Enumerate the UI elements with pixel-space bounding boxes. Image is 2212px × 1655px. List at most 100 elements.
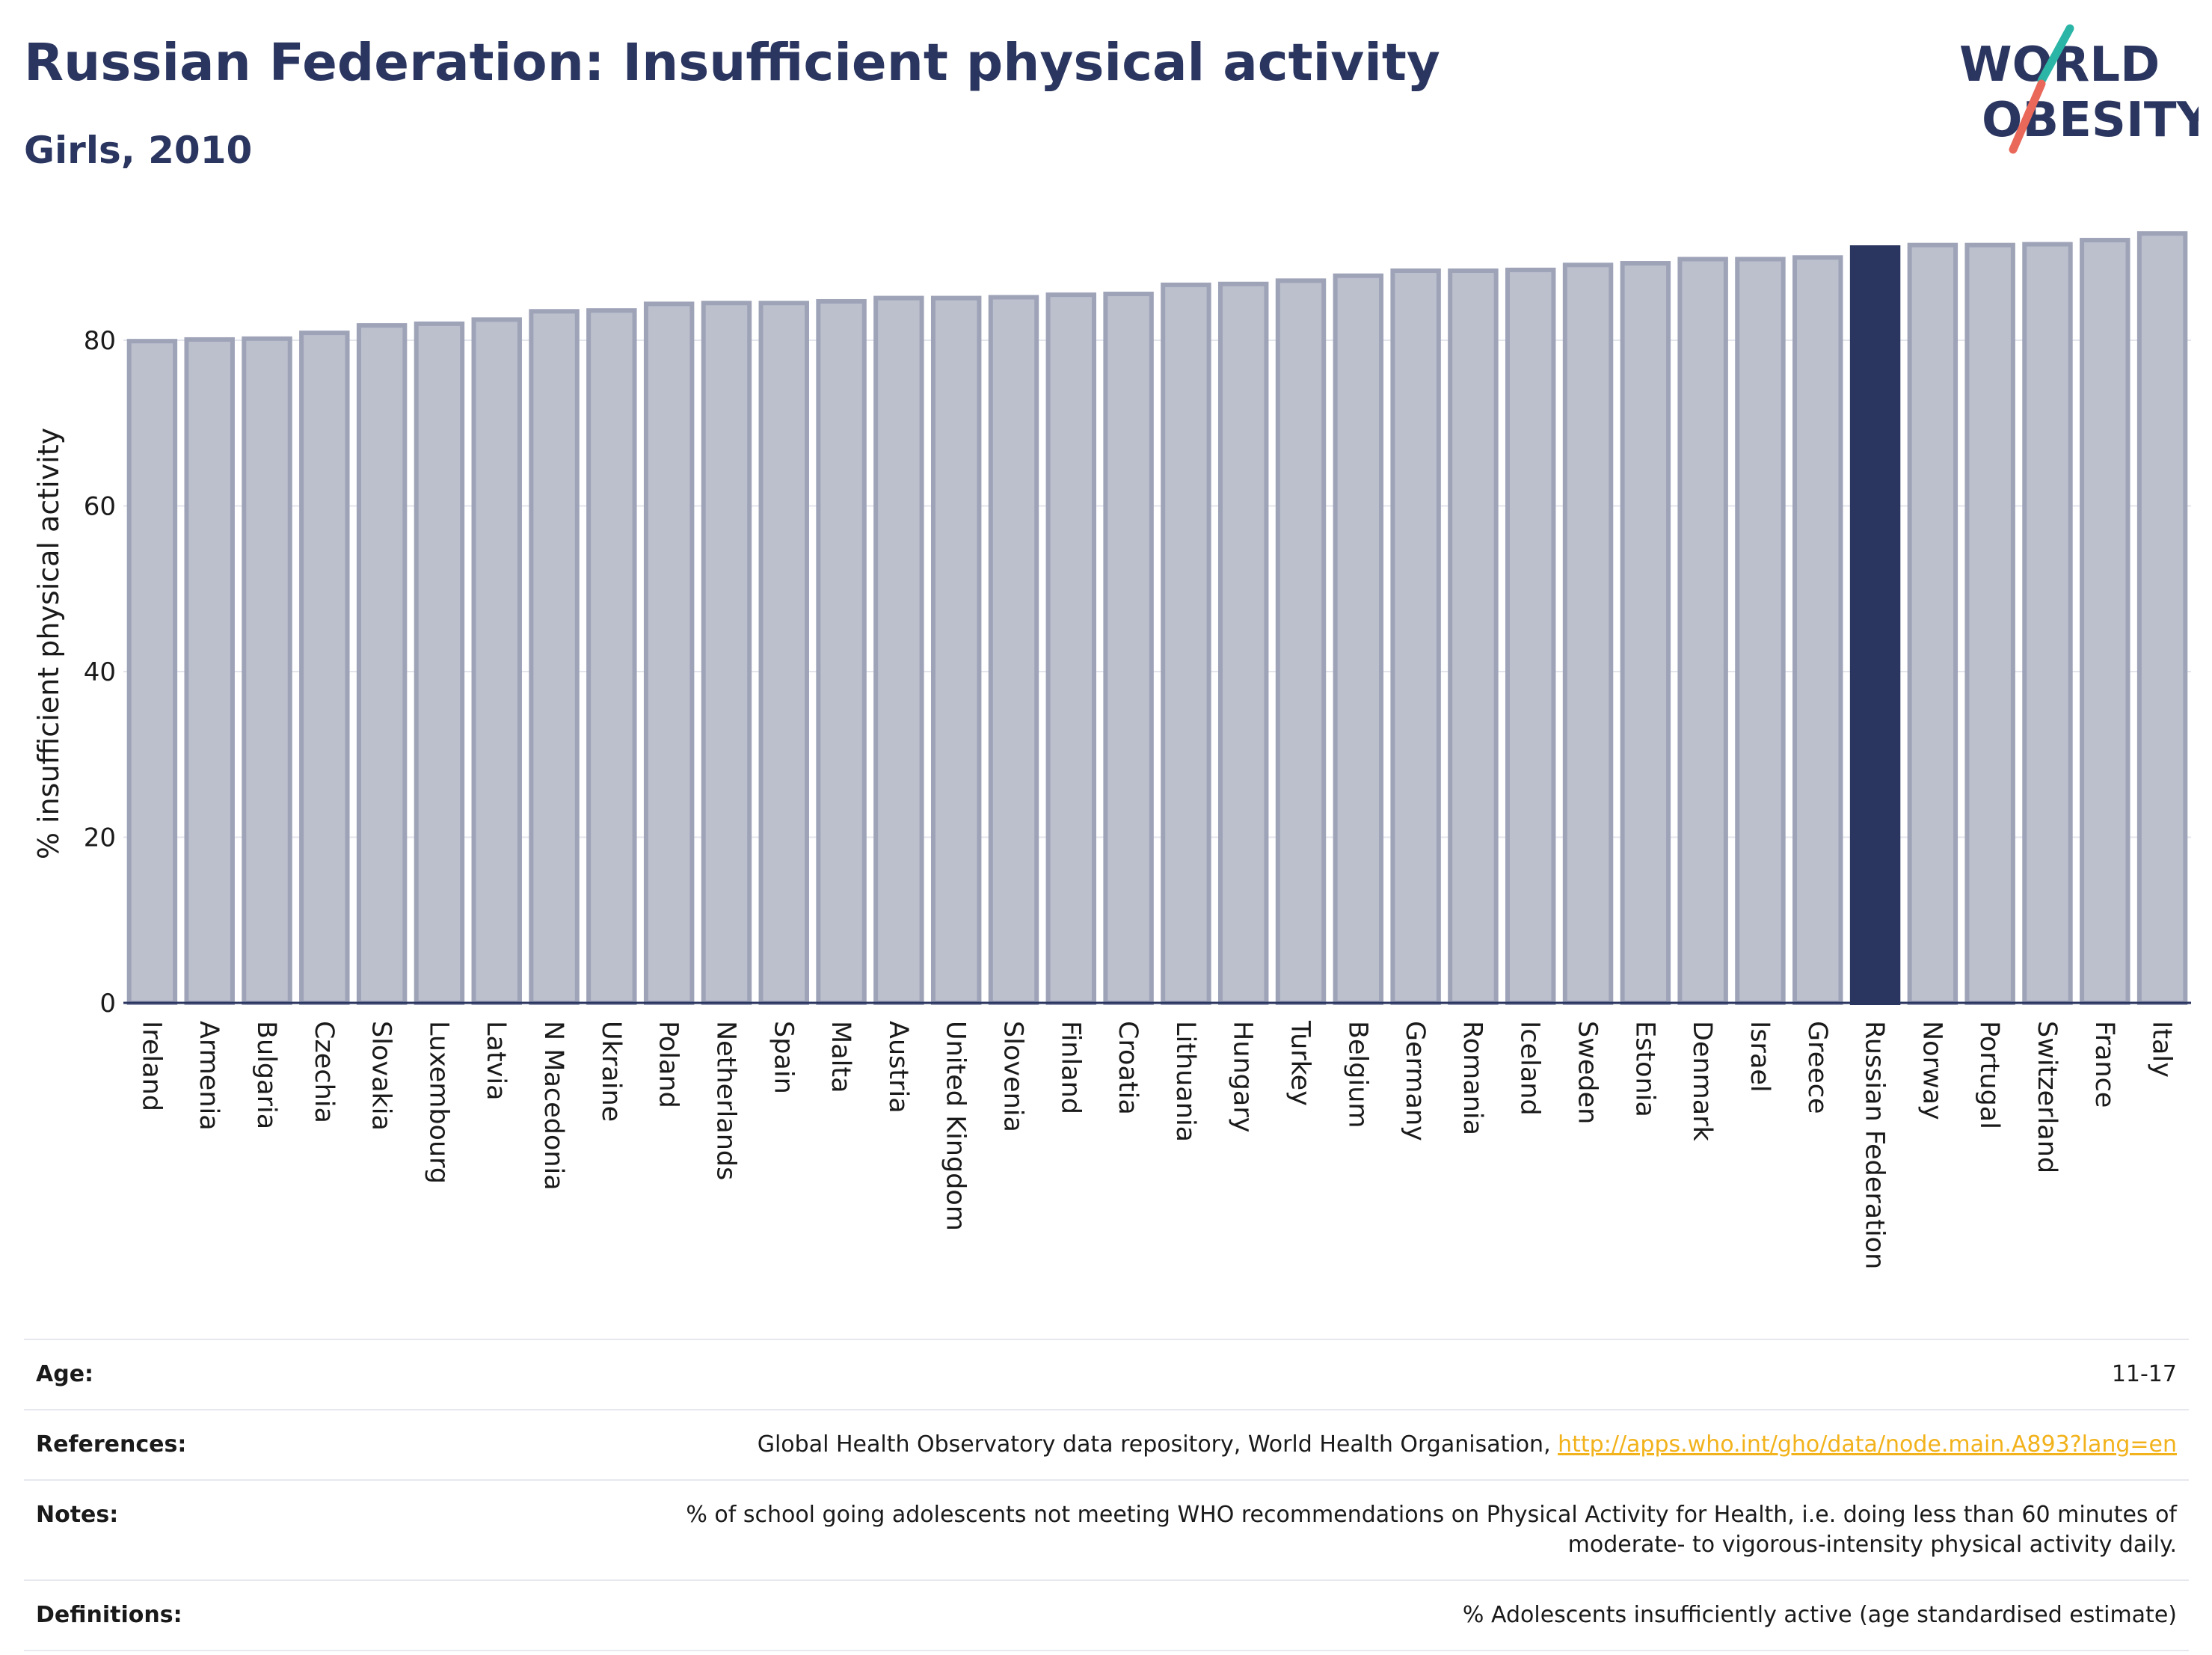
x-tick-label: Croatia	[1113, 1021, 1143, 1115]
y-axis-label: % insufficient physical activity	[32, 428, 65, 859]
x-tick-label: Hungary	[1228, 1021, 1258, 1132]
bar	[1333, 273, 1384, 1006]
x-tick-label: N Macedonia	[538, 1021, 568, 1191]
bar	[1448, 268, 1499, 1005]
y-tick-label: 20	[84, 823, 116, 853]
x-tick-label: Armenia	[194, 1021, 224, 1131]
notes-line-1: % of school going adolescents not meetin…	[686, 1502, 2177, 1528]
x-tick-label: Slovenia	[998, 1021, 1027, 1132]
age-label: Age:	[24, 1339, 362, 1410]
x-tick-label: Finland	[1055, 1021, 1085, 1114]
bar	[1103, 292, 1154, 1006]
x-tick-label: Denmark	[1687, 1021, 1717, 1142]
world-obesity-logo: WORLD OBESITY	[1959, 24, 2199, 154]
x-tick-label: Spain	[768, 1021, 798, 1094]
bar	[1964, 242, 2015, 1005]
x-tick-label: France	[2089, 1021, 2119, 1108]
x-tick-label: Germany	[1400, 1021, 1430, 1141]
page-subtitle: Girls, 2010	[24, 129, 253, 172]
bar	[873, 295, 924, 1006]
bar	[299, 331, 350, 1005]
age-value: 11-17	[362, 1339, 2189, 1410]
x-tick-label: Turkey	[1285, 1020, 1315, 1106]
bar	[1505, 267, 1556, 1006]
bar	[1907, 242, 1958, 1005]
y-tick-label: 0	[99, 989, 116, 1019]
bar	[529, 309, 580, 1005]
bar	[1849, 245, 1901, 1006]
bar	[242, 336, 292, 1006]
bar	[701, 301, 752, 1005]
x-tick-label: Netherlands	[710, 1021, 740, 1180]
bar	[758, 301, 809, 1005]
x-tick-label: Latvia	[481, 1021, 511, 1101]
x-tick-label: Iceland	[1515, 1021, 1545, 1116]
x-tick-label: Portugal	[1974, 1021, 2004, 1129]
page-title: Russian Federation: Insufficient physica…	[24, 33, 1440, 93]
bar	[184, 337, 235, 1005]
info-row-age: Age: 11-17	[24, 1339, 2189, 1410]
bar	[643, 301, 695, 1005]
bar	[126, 339, 178, 1005]
bar	[1217, 281, 1269, 1006]
y-tick-label: 40	[84, 657, 116, 687]
bar	[988, 295, 1039, 1005]
bar	[1161, 282, 1211, 1005]
notes-label: Notes:	[24, 1479, 362, 1580]
x-tick-label: Slovakia	[366, 1021, 396, 1131]
x-tick-label: Belgium	[1342, 1021, 1372, 1129]
bar	[1275, 278, 1327, 1005]
x-tick-label: Greece	[1802, 1021, 1832, 1114]
references-value: Global Health Observatory data repositor…	[362, 1409, 2189, 1480]
bar	[2080, 238, 2130, 1005]
definitions-value: % Adolescents insufficiently active (age…	[362, 1579, 2189, 1651]
x-tick-label: Ireland	[136, 1021, 166, 1111]
bar	[1677, 257, 1728, 1005]
logo-slash-teal-icon	[2037, 24, 2074, 85]
bar	[1562, 262, 1614, 1005]
x-tick-label: Sweden	[1573, 1021, 1603, 1124]
x-tick-label: Ukraine	[596, 1021, 626, 1122]
bar	[414, 321, 465, 1005]
bar	[1792, 255, 1843, 1006]
bar	[1735, 257, 1786, 1005]
bar	[816, 298, 867, 1005]
info-row-definitions: Definitions: % Adolescents insufficientl…	[24, 1579, 2189, 1651]
x-tick-label: Poland	[654, 1021, 683, 1108]
info-row-notes: Notes: % of school going adolescents not…	[24, 1479, 2189, 1580]
bar-chart: 0 20 40 60 80 % insufficient physical activit…	[32, 231, 2191, 1269]
x-tick-label: Norway	[1917, 1021, 1947, 1120]
bar	[586, 308, 637, 1006]
x-tick-label: Romania	[1457, 1021, 1487, 1135]
x-tick-label: Italy	[2147, 1021, 2177, 1078]
y-tick-label: 80	[84, 326, 116, 356]
y-tick-label: 60	[84, 492, 116, 522]
definitions-label: Definitions:	[24, 1579, 362, 1651]
x-tick-label: Israel	[1745, 1021, 1775, 1093]
x-tick-label: Bulgaria	[251, 1021, 281, 1129]
bar	[2022, 242, 2073, 1005]
info-table: Age: 11-17 References: Global Health Obs…	[24, 1339, 2189, 1651]
bar	[1390, 268, 1441, 1005]
bar	[356, 323, 408, 1005]
bar	[2136, 231, 2188, 1006]
notes-line-2: moderate- to vigorous-intensity physical…	[1567, 1532, 2177, 1558]
x-tick-label: Malta	[826, 1021, 855, 1093]
bar	[930, 295, 982, 1006]
bar	[1045, 292, 1097, 1005]
notes-value: % of school going adolescents not meetin…	[362, 1479, 2189, 1580]
bar	[1620, 261, 1671, 1005]
references-link[interactable]: http://apps.who.int/gho/data/node.main.A…	[1558, 1431, 2177, 1458]
logo-slash-coral-icon	[2009, 79, 2046, 154]
bar	[471, 317, 522, 1005]
references-text: Global Health Observatory data repositor…	[757, 1431, 1558, 1458]
x-tick-label: Austria	[883, 1021, 913, 1114]
x-tick-label: Luxembourg	[423, 1021, 453, 1184]
x-tick-label: Switzerland	[2032, 1021, 2062, 1173]
x-tick-label: Estonia	[1629, 1021, 1659, 1117]
info-row-references: References: Global Health Observatory da…	[24, 1409, 2189, 1480]
x-tick-label: Russian Federation	[1860, 1021, 1890, 1269]
references-label: References:	[24, 1409, 362, 1480]
x-tick-label: Czechia	[309, 1021, 339, 1123]
x-tick-label: United Kingdom	[941, 1021, 971, 1231]
